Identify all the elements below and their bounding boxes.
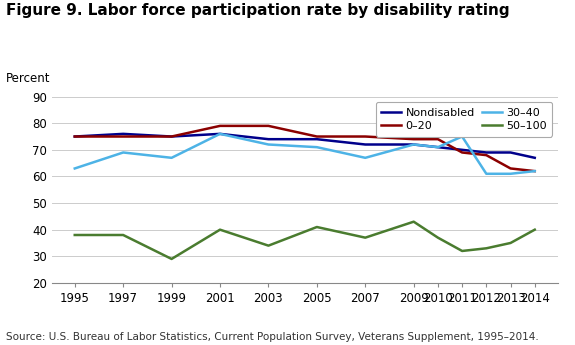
30–40 [217,132,224,136]
50–100 [410,220,417,224]
0–20 [507,166,514,170]
50–100 [120,233,126,237]
Line: 50–100: 50–100 [75,222,535,259]
0–20 [120,135,126,139]
50–100 [531,228,538,232]
Nondisabled [168,135,175,139]
Nondisabled [410,142,417,147]
30–40 [168,156,175,160]
30–40 [265,142,272,147]
Line: 30–40: 30–40 [75,134,535,174]
30–40 [507,172,514,176]
Line: 0–20: 0–20 [75,126,535,171]
Nondisabled [120,132,126,136]
Nondisabled [507,150,514,155]
0–20 [410,137,417,141]
Text: Figure 9. Labor force participation rate by disability rating: Figure 9. Labor force participation rate… [6,3,509,18]
Nondisabled [531,156,538,160]
30–40 [435,145,442,149]
Line: Nondisabled: Nondisabled [75,134,535,158]
50–100 [265,244,272,248]
30–40 [362,156,369,160]
Nondisabled [362,142,369,147]
0–20 [483,153,490,157]
50–100 [459,249,466,253]
Nondisabled [313,137,320,141]
0–20 [168,135,175,139]
50–100 [507,241,514,245]
30–40 [71,166,78,170]
50–100 [483,246,490,250]
0–20 [531,169,538,173]
Nondisabled [265,137,272,141]
Nondisabled [217,132,224,136]
30–40 [483,172,490,176]
Nondisabled [71,135,78,139]
30–40 [410,142,417,147]
0–20 [265,124,272,128]
Legend: Nondisabled, 0–20, 30–40, 50–100: Nondisabled, 0–20, 30–40, 50–100 [375,102,552,137]
50–100 [362,236,369,240]
50–100 [435,236,442,240]
Nondisabled [435,145,442,149]
0–20 [313,135,320,139]
50–100 [168,257,175,261]
Nondisabled [483,150,490,155]
30–40 [313,145,320,149]
30–40 [531,169,538,173]
0–20 [459,150,466,155]
Nondisabled [459,148,466,152]
0–20 [217,124,224,128]
30–40 [459,135,466,139]
30–40 [120,150,126,155]
0–20 [362,135,369,139]
Text: Source: U.S. Bureau of Labor Statistics, Current Population Survey, Veterans Sup: Source: U.S. Bureau of Labor Statistics,… [6,332,539,342]
50–100 [71,233,78,237]
50–100 [313,225,320,229]
50–100 [217,228,224,232]
0–20 [435,137,442,141]
Text: Percent: Percent [6,72,50,86]
0–20 [71,135,78,139]
